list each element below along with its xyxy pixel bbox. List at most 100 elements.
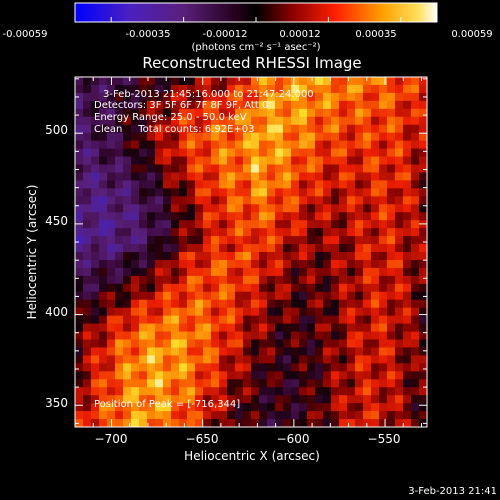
- heatmap-cell: [267, 371, 276, 380]
- heatmap-cell: [147, 172, 156, 181]
- heatmap-cell: [179, 411, 188, 420]
- heatmap-cell: [251, 77, 260, 86]
- heatmap-cell: [99, 267, 108, 277]
- heatmap-cell: [123, 77, 132, 86]
- heatmap-cell: [291, 331, 300, 341]
- heatmap-cell: [267, 156, 276, 166]
- heatmap-cell: [235, 347, 244, 356]
- heatmap-cell: [347, 331, 356, 341]
- heatmap-cell: [179, 77, 188, 86]
- heatmap-cell: [307, 220, 316, 229]
- heatmap-cell: [379, 244, 388, 253]
- heatmap-cell: [179, 259, 188, 269]
- heatmap-cell: [411, 140, 420, 150]
- heatmap-cell: [299, 395, 308, 404]
- heatmap-cell: [267, 220, 276, 229]
- heatmap-cell: [259, 291, 268, 301]
- heatmap-cell: [283, 379, 292, 388]
- heatmap-cell: [347, 379, 356, 388]
- heatmap-cell: [115, 148, 124, 158]
- heatmap-cell: [363, 148, 372, 158]
- heatmap-cell: [139, 355, 148, 364]
- heatmap-cell: [315, 252, 324, 261]
- heatmap-cell: [363, 315, 372, 325]
- heatmap-cell: [187, 379, 196, 388]
- heatmap-cell: [323, 291, 332, 301]
- heatmap-cell: [419, 307, 427, 317]
- heatmap-cell: [131, 307, 140, 317]
- heatmap-cell: [419, 244, 427, 253]
- heatmap-cell: [275, 267, 284, 277]
- heatmap-cell: [291, 100, 300, 110]
- heatmap-cell: [235, 411, 244, 420]
- heatmap-cell: [347, 252, 356, 261]
- heatmap-cell: [275, 172, 284, 181]
- heatmap-cell: [195, 124, 204, 134]
- heatmap-cell: [379, 331, 388, 341]
- heatmap-cell: [99, 411, 108, 420]
- heatmap-cell: [163, 220, 172, 229]
- heatmap-cell: [283, 132, 292, 142]
- heatmap-cell: [123, 252, 132, 261]
- heatmap-cell: [379, 379, 388, 388]
- heatmap-cell: [179, 299, 188, 309]
- heatmap-cell: [131, 164, 140, 174]
- heatmap-cell: [323, 411, 332, 420]
- heatmap-cell: [203, 323, 212, 333]
- heatmap-cell: [219, 220, 228, 229]
- heatmap-cell: [99, 220, 108, 229]
- heatmap-cell: [323, 116, 332, 126]
- heatmap-cell: [291, 212, 300, 221]
- heatmap-cell: [371, 108, 380, 118]
- heatmap-cell: [171, 387, 180, 396]
- heatmap-cell: [147, 156, 156, 166]
- heatmap-cell: [75, 124, 84, 134]
- heatmap-cell: [179, 108, 188, 118]
- heatmap-cell: [267, 363, 276, 372]
- heatmap-cell: [235, 395, 244, 404]
- heatmap-cell: [403, 395, 412, 404]
- heatmap-cell: [163, 275, 172, 285]
- heatmap-cell: [339, 228, 348, 237]
- heatmap-cell: [387, 315, 396, 325]
- heatmap-cell: [419, 188, 427, 197]
- heatmap-cell: [219, 188, 228, 197]
- heatmap-cell: [131, 323, 140, 333]
- heatmap-cell: [235, 84, 244, 94]
- heatmap-cell: [243, 252, 252, 261]
- heatmap-cell: [99, 363, 108, 372]
- heatmap-cell: [123, 283, 132, 293]
- heatmap-cell: [219, 172, 228, 181]
- heatmap-cell: [211, 363, 220, 372]
- heatmap-cell: [259, 307, 268, 317]
- heatmap-cell: [107, 347, 116, 356]
- heatmap-cell: [219, 283, 228, 293]
- heatmap-cell: [83, 108, 92, 118]
- heatmap-cell: [291, 347, 300, 356]
- heatmap-cell: [267, 132, 276, 142]
- heatmap-cell: [299, 291, 308, 301]
- heatmap-cell: [299, 315, 308, 325]
- heatmap-cell: [315, 132, 324, 142]
- heatmap-cell: [363, 323, 372, 333]
- heatmap-cell: [379, 164, 388, 174]
- heatmap-cell: [419, 275, 427, 285]
- heatmap-cell: [355, 108, 364, 118]
- heatmap-cell: [107, 339, 116, 349]
- heatmap-cell: [251, 252, 260, 261]
- heatmap-cell: [75, 323, 84, 333]
- heatmap-cell: [139, 419, 148, 427]
- heatmap-cell: [91, 220, 100, 229]
- heatmap-cell: [203, 275, 212, 285]
- heatmap-cell: [179, 236, 188, 245]
- heatmap-cell: [107, 259, 116, 269]
- heatmap-cell: [147, 347, 156, 356]
- heatmap-cell: [203, 77, 212, 86]
- heatmap-cell: [243, 164, 252, 174]
- heatmap-cell: [187, 283, 196, 293]
- heatmap-cell: [211, 180, 220, 189]
- heatmap-cell: [243, 116, 252, 126]
- heatmap-cell: [99, 379, 108, 388]
- heatmap-cell: [275, 323, 284, 333]
- heatmap-cell: [139, 299, 148, 309]
